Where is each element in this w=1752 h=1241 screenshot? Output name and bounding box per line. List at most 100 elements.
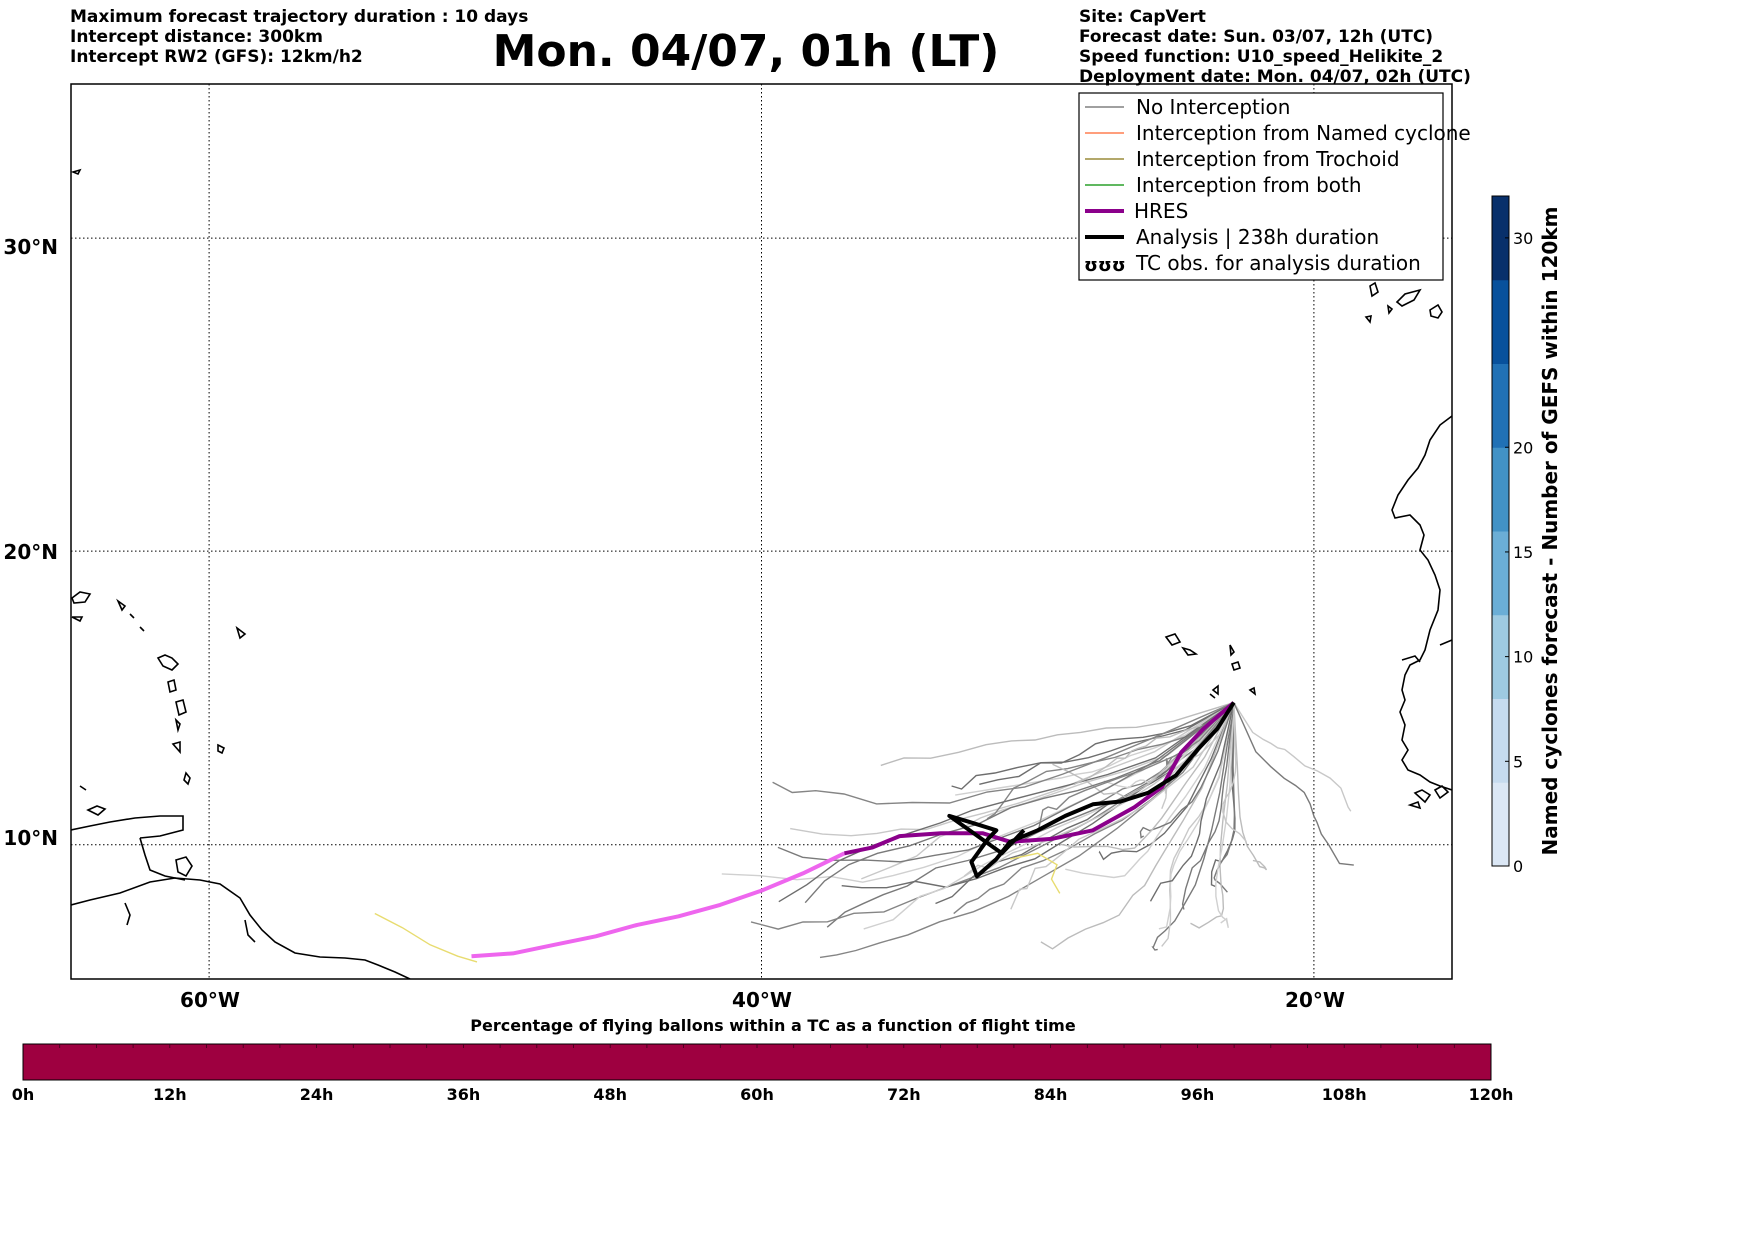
trajectory-yellow-west — [374, 912, 478, 963]
colorbar-right-segment — [1492, 196, 1509, 281]
coastline-guinea-3 — [1407, 800, 1422, 810]
trajectory-no-interception — [1213, 702, 1236, 893]
coastline-isthmus — [139, 837, 186, 881]
trajectory-no-interception — [1149, 702, 1235, 902]
legend-label-analysis: Analysis | 238h duration — [1136, 225, 1379, 249]
colorbar-right-segment — [1492, 363, 1509, 448]
legend-label-both: Interception from both — [1136, 173, 1362, 197]
island-1 — [71, 591, 92, 604]
tc-obs-symbol-icon: ʊʊʊ — [1084, 255, 1126, 276]
island-capeverde-5 — [1211, 684, 1219, 696]
island-14 — [86, 805, 107, 816]
colorbar-right: 0 5 10 15 20 30 — [1491, 195, 1533, 876]
hres-forecast-line — [843, 701, 1236, 856]
colorbar-right-frame — [1491, 195, 1510, 867]
island-2 — [71, 616, 84, 623]
island-3 — [116, 598, 127, 612]
island-canary-2 — [1395, 288, 1422, 307]
island-15 — [79, 785, 87, 791]
trajectory-no-interception — [1190, 702, 1235, 929]
map-frame — [70, 83, 1453, 980]
island-capeverde-3 — [1229, 644, 1235, 657]
coastline-guinea-2 — [1433, 785, 1450, 800]
trajectory-no-interception — [1139, 702, 1235, 839]
legend-label-named-cyclone: Interception from Named cyclone — [1136, 121, 1471, 145]
trajectory-no-interception — [1222, 702, 1247, 843]
colorbar-bottom-title: Percentage of flying ballons within a TC… — [470, 1016, 1076, 1035]
trajectory-no-interception — [819, 702, 1235, 959]
colorbar-bottom-tick-label: 60h — [740, 1085, 774, 1104]
island-7 — [156, 654, 180, 671]
island-16 — [175, 856, 193, 878]
island-13 — [217, 743, 226, 755]
colorbar-right-segment — [1492, 698, 1509, 783]
trajectory-no-interception — [1103, 702, 1235, 789]
island-8 — [167, 678, 177, 694]
colorbar-right-segment — [1492, 531, 1509, 616]
colorbar-bottom-tick-label: 12h — [153, 1085, 187, 1104]
trajectory-no-interception — [1215, 702, 1235, 928]
colorbar-bottom-tick-label: 120h — [1469, 1085, 1514, 1104]
analysis-trajectory — [947, 701, 1236, 879]
legend-label-hres: HRES — [1134, 199, 1188, 223]
colorbar-bottom-tick-label: 24h — [300, 1085, 334, 1104]
ensemble-trajectories — [721, 701, 1354, 959]
site-info-line-3: Speed function: U10_speed_Helikite_2 — [1079, 47, 1444, 67]
trajectory-no-interception — [986, 702, 1235, 820]
legend-label-trochoid: Interception from Trochoid — [1136, 147, 1400, 171]
trajectory-no-interception — [1181, 702, 1235, 910]
colorbar-right-tick-label: 10 — [1513, 648, 1533, 667]
colorbar-bottom-tick-label: 96h — [1181, 1085, 1215, 1104]
legend: No Interception Interception from Named … — [1078, 92, 1471, 281]
colorbar-bottom: 0h 12h 24h 36h 48h 60h 72h 84h 96h 108h 120h — [12, 1043, 1514, 1104]
trajectory-no-interception — [935, 702, 1235, 905]
colorbar-right-label: Named cyclones forecast - Number of GEFS… — [1538, 207, 1562, 856]
trajectory-no-interception — [1233, 702, 1354, 866]
island-4 — [129, 613, 135, 619]
colorbar-right-tick-label: 30 — [1513, 229, 1533, 248]
colorbar-right-segment — [1492, 614, 1509, 699]
lat-label-10: 10°N — [3, 826, 58, 850]
colorbar-bottom-tick-label: 0h — [12, 1085, 35, 1104]
island-5 — [139, 626, 145, 632]
coastline-maracaibo — [124, 902, 131, 926]
lat-label-30: 30°N — [3, 235, 58, 259]
coastline-south-america — [71, 877, 411, 979]
trajectory-no-interception — [1098, 702, 1235, 861]
trajectory-no-interception — [1233, 702, 1268, 871]
island-canary-3 — [1429, 303, 1443, 319]
coastline-orinoco — [244, 919, 256, 943]
trajectory-no-interception — [1233, 702, 1352, 812]
legend-label-tc-obs: TC obs. for analysis duration — [1135, 251, 1421, 275]
lat-label-20: 20°N — [3, 540, 58, 564]
island-capeverde-6 — [1248, 686, 1257, 696]
site-info-line-1: Site: CapVert — [1079, 7, 1206, 27]
map-area — [71, 84, 1452, 979]
coastline-gambia — [1401, 655, 1421, 663]
coastline-africa — [1391, 415, 1452, 791]
hres-trajectory — [471, 701, 1236, 959]
colorbar-right-tick-label: 20 — [1513, 438, 1533, 457]
yellow-trajectories — [374, 852, 1061, 963]
page-title: Mon. 04/07, 01h (LT) — [492, 26, 1000, 77]
trajectory-no-interception — [1065, 702, 1235, 879]
colorbar-right-segment — [1492, 782, 1509, 867]
colorbar-right-tick-label: 5 — [1513, 752, 1523, 771]
island-9 — [175, 699, 187, 717]
lon-label-40w: 40°W — [732, 988, 792, 1012]
island-capeverde-7 — [1209, 693, 1216, 699]
header-info-line-2: Intercept distance: 300km — [70, 27, 323, 47]
island-10 — [174, 717, 181, 734]
hres-extended-line — [471, 851, 846, 959]
island-capeverde-1 — [1164, 633, 1182, 646]
colorbar-right-tick-label: 15 — [1513, 543, 1533, 562]
colorbar-right-tick-label: 0 — [1513, 857, 1523, 876]
island-capeverde-2 — [1181, 646, 1199, 656]
trajectory-no-interception — [861, 702, 1235, 880]
coastline-guinea-1 — [1413, 789, 1432, 804]
colorbar-bottom-tick-label: 72h — [887, 1085, 921, 1104]
analysis-line — [947, 701, 1236, 879]
lon-label-60w: 60°W — [180, 988, 240, 1012]
trajectory-yellow-east — [1009, 852, 1061, 894]
